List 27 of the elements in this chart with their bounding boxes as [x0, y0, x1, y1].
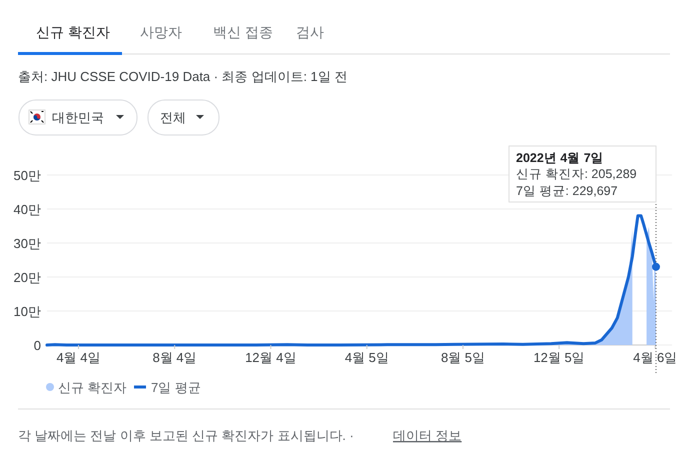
legend-label: 신규 확진자 [58, 380, 127, 395]
y-tick-label: 50만 [14, 168, 41, 183]
x-tick-label: 12월 4일 [245, 350, 296, 365]
text: 신규 확진자 [36, 24, 110, 40]
x-tick-label: 12월 5일 [533, 350, 585, 365]
y-tick-label: 20만 [14, 270, 41, 285]
text: 사망자 [140, 24, 182, 40]
y-tick-label: 0 [34, 338, 41, 353]
y-tick-label: 40만 [14, 202, 41, 217]
text: 전체 [160, 110, 186, 125]
x-tick-label: 8월 5일 [440, 350, 486, 365]
source-note: 출처: JHU CSSE COVID-19 Data · 최종 업데이트: 1일 전 [18, 69, 348, 84]
text: 검사 [296, 24, 324, 40]
text: 각 날짜에는 전날 이후 보고된 신규 확진자가 표시됩니다. · [18, 428, 354, 443]
text: 백신 접종 [213, 24, 273, 40]
x-tick-label: 8월 4일 [152, 350, 197, 365]
text: 대한민국 [52, 110, 104, 125]
y-tick-label: 10만 [14, 304, 41, 319]
y-tick-label: 30만 [14, 236, 41, 251]
text: 2022년 4월 7일 [516, 151, 604, 165]
annotation: 신규 확진자: 205,289 [516, 167, 637, 181]
x-tick-label: 4월 4일 [56, 350, 101, 365]
x-tick-label: 4월 6일 [633, 350, 678, 365]
x-tick-label: 4월 5일 [344, 350, 389, 365]
text: 데이터 정보 [393, 428, 462, 443]
annotation: 7일 평균: 229,697 [516, 184, 618, 198]
legend-label: 7일 평균 [151, 380, 201, 395]
